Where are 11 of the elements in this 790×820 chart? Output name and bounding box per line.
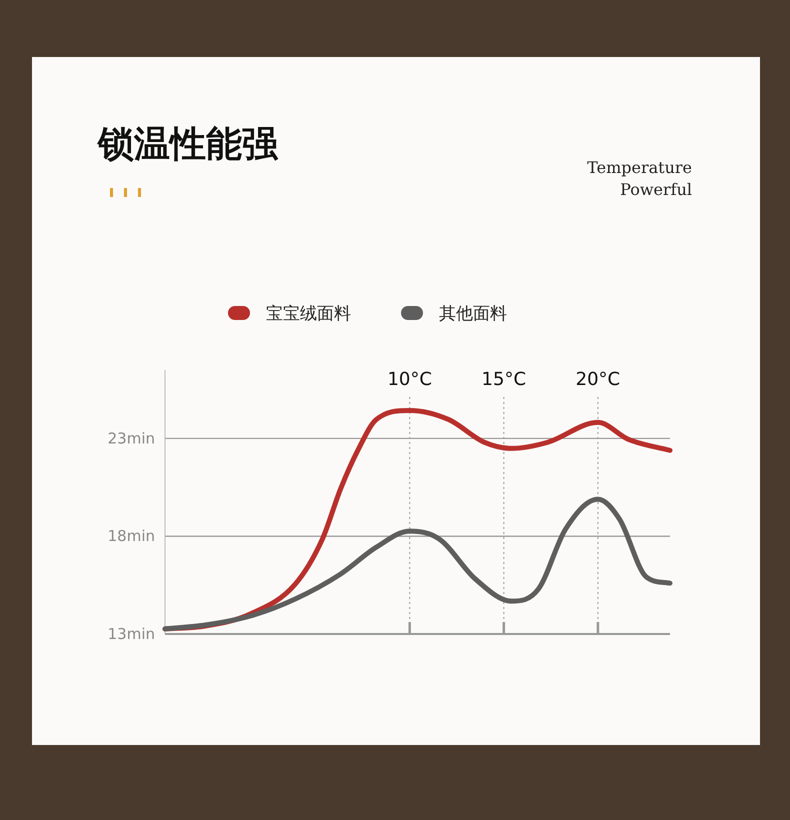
text: Temperature (587, 158, 692, 177)
chart-title: 锁温性能强 (96, 124, 279, 165)
ref-line-label: 10°C (387, 369, 432, 390)
ref-line-label: 15°C (482, 369, 526, 390)
text: Powerful (620, 180, 692, 199)
y-tick-label: 23min (108, 429, 155, 448)
y-tick-label: 18min (108, 527, 155, 546)
legend-label: 宝宝绒面料 (266, 304, 351, 324)
ref-line-label: 20°C (576, 369, 620, 390)
legend-label: 其他面料 (439, 304, 507, 324)
y-tick-label: 13min (108, 625, 155, 643)
